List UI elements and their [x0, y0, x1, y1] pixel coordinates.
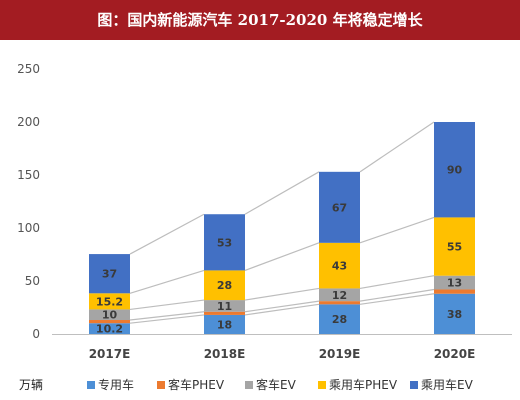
bar-segment	[434, 217, 475, 276]
bar-segment	[89, 293, 130, 310]
y-tick-label: 50	[25, 274, 40, 288]
bar-segment	[204, 311, 245, 315]
connector-line	[359, 121, 435, 173]
bar-data-label: 38	[447, 308, 462, 321]
bar-segment	[89, 323, 130, 334]
bar-segment	[204, 314, 245, 334]
legend-label: 客车PHEV	[168, 378, 225, 392]
bar-segment	[319, 242, 360, 289]
connector-line	[129, 213, 205, 255]
y-tick-label: 150	[17, 168, 40, 182]
connector-line	[129, 314, 205, 324]
bar-segment	[89, 320, 130, 324]
legend-swatch	[410, 381, 418, 389]
y-tick-label: 100	[17, 221, 40, 235]
y-tick-label: 250	[17, 62, 40, 76]
x-tick-label: 2020E	[434, 347, 476, 361]
chart-legend: 万辆 专用车 客车PHEV 客车EV 乘用车PHEV 乘用车EV	[0, 372, 520, 396]
bar-segment	[319, 304, 360, 334]
bar-data-label: 55	[447, 241, 462, 254]
bar-data-label: 90	[447, 164, 463, 177]
bar-data-label: 13	[447, 277, 462, 290]
bar-segment	[319, 301, 360, 305]
y-tick-label: 0	[32, 327, 40, 341]
bar-segment	[89, 309, 130, 321]
bar-data-label: 10	[102, 309, 118, 322]
bar-data-label: 12	[332, 289, 347, 302]
connector-line	[244, 171, 320, 215]
bar-segment	[89, 254, 130, 294]
legend-swatch	[87, 381, 95, 389]
connector-line	[244, 287, 320, 301]
bar-segment	[434, 275, 475, 290]
legend-label: 乘用车PHEV	[329, 378, 398, 392]
bar-segment	[434, 122, 475, 218]
x-tick-label: 2019E	[319, 347, 361, 361]
legend-label: 专用车	[98, 378, 135, 392]
bar-data-label: 28	[332, 313, 347, 326]
bar-data-label: 43	[332, 260, 347, 273]
bar-segment	[434, 293, 475, 334]
connector-line	[129, 311, 205, 321]
bar-data-label: 53	[217, 236, 232, 249]
bar-segment	[319, 171, 360, 243]
bar-segment	[204, 300, 245, 312]
bar-segment	[204, 214, 245, 271]
bar-data-label: 37	[102, 268, 117, 281]
bar-data-label: 15.2	[96, 295, 123, 308]
legend-item: 专用车	[87, 376, 134, 393]
connector-line	[359, 293, 435, 305]
bar-data-label: 11	[217, 300, 232, 313]
connector-line	[129, 299, 205, 311]
bar-data-label: 28	[217, 279, 232, 292]
chart-title: 图：国内新能源汽车 2017-2020 年将稳定增长	[0, 0, 520, 40]
connector-line	[244, 303, 320, 316]
y-tick-label: 200	[17, 115, 40, 129]
bar-data-label: 67	[332, 201, 347, 214]
legend-item: 乘用车EV	[410, 376, 473, 393]
unit-label: 万辆	[19, 378, 44, 392]
bar-segment	[204, 270, 245, 301]
chart-plot: 0 50 100 150 200 250 10.2 18 28 38 10 11 12 13 15.2 28 4…	[17, 62, 512, 361]
legend-swatch	[245, 381, 253, 389]
bar-data-label: 10.2	[96, 323, 123, 336]
legend-item: 客车EV	[245, 376, 296, 393]
legend-item: 乘用车PHEV	[318, 376, 397, 393]
legend-swatch	[318, 381, 326, 389]
bar-segment	[319, 288, 360, 302]
bar-data-label: 18	[217, 318, 232, 331]
legend-item: 客车PHEV	[157, 376, 224, 393]
legend-label: 乘用车EV	[421, 378, 473, 392]
x-tick-label: 2017E	[89, 347, 131, 361]
connector-line	[244, 300, 320, 313]
bar-segment	[434, 289, 475, 294]
x-tick-label: 2018E	[204, 347, 246, 361]
connector-line	[359, 288, 435, 302]
connector-line	[359, 216, 435, 244]
connector-line	[359, 275, 435, 290]
legend-label: 客车EV	[256, 378, 296, 392]
legend-swatch	[157, 381, 165, 389]
connector-line	[244, 242, 320, 271]
connector-line	[129, 269, 205, 294]
